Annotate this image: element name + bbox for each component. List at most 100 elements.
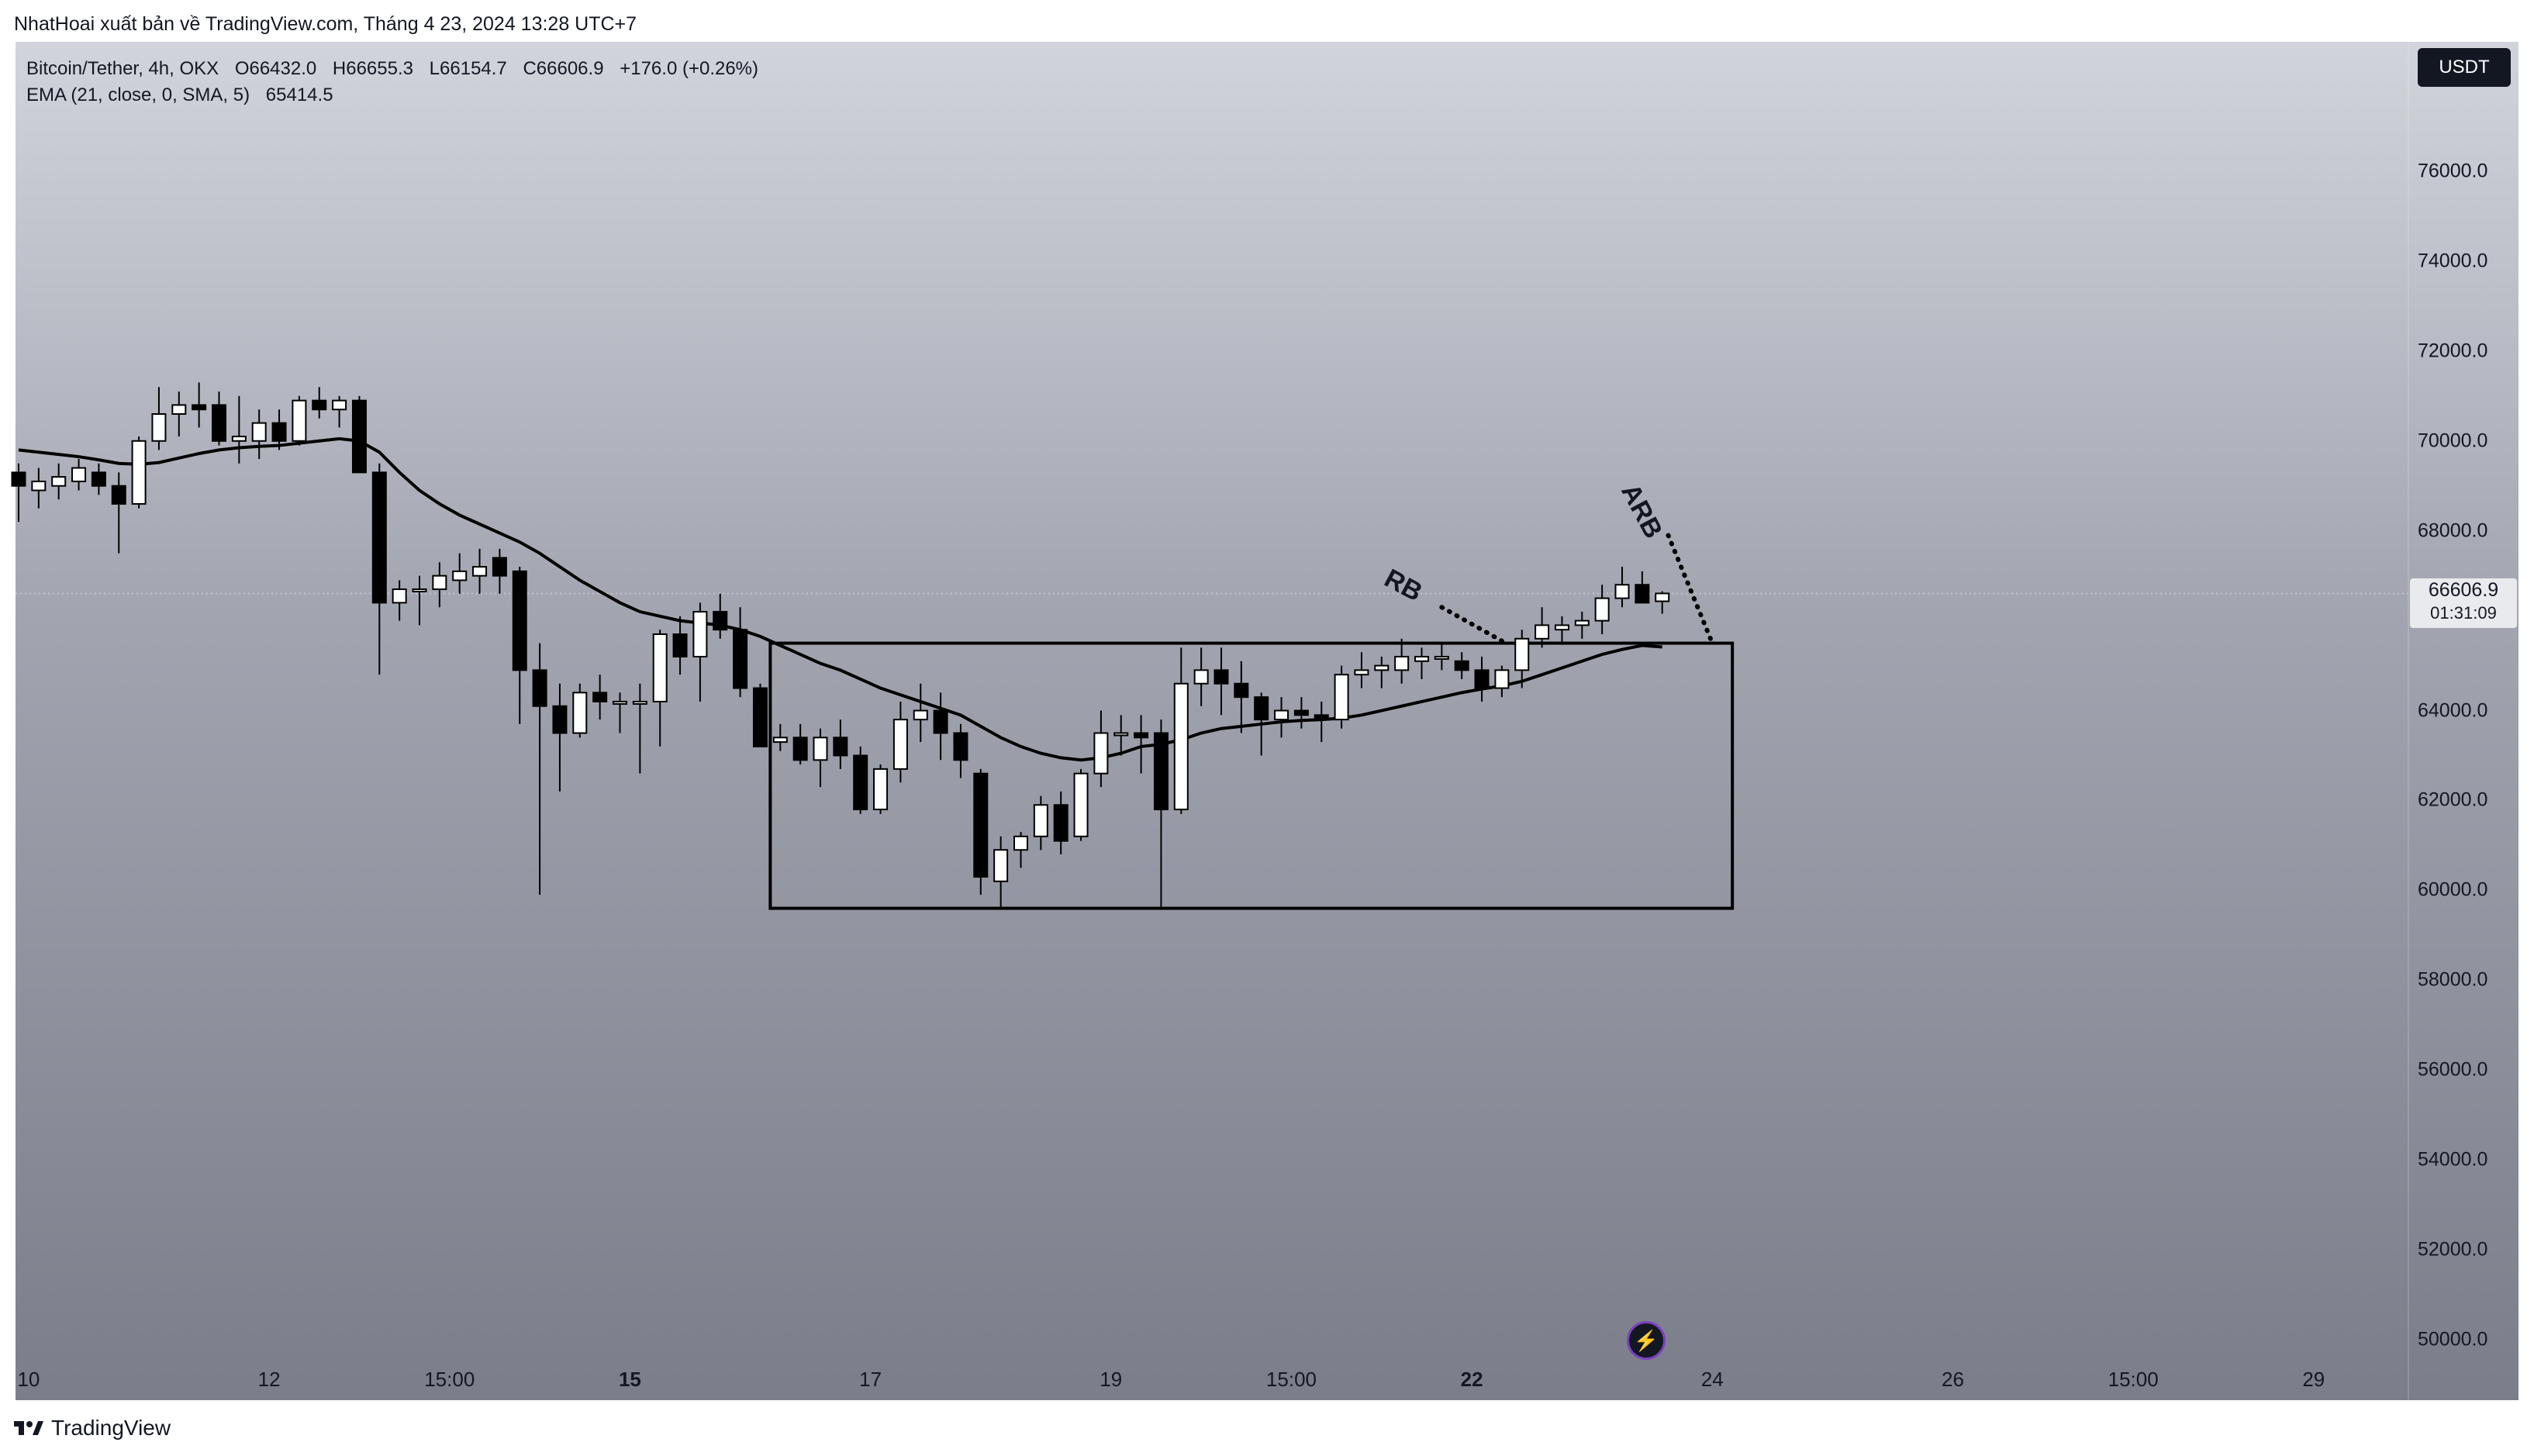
- bull-candle: [772, 737, 788, 744]
- time-tick-label: 26: [1942, 1368, 1964, 1391]
- price-tick-label: 60000.0: [2418, 878, 2488, 901]
- bull-candle: [692, 611, 708, 657]
- price-tick-label: 54000.0: [2418, 1148, 2488, 1171]
- bull-candle: [472, 566, 488, 577]
- bull-candle: [572, 692, 588, 734]
- bull-candle: [71, 467, 87, 482]
- time-tick-label: 17: [859, 1368, 882, 1391]
- bull-candle: [231, 435, 247, 442]
- bear-candle: [853, 754, 868, 811]
- consolidation-range-box: [768, 641, 1735, 910]
- bull-candle: [412, 588, 427, 593]
- bear-candle: [973, 772, 989, 878]
- bull-candle: [1514, 637, 1530, 671]
- bull-candle: [632, 700, 647, 705]
- bull-candle: [892, 719, 908, 770]
- bull-candle: [1354, 669, 1369, 676]
- price-tick-label: 56000.0: [2418, 1058, 2488, 1081]
- price-tick-label: 68000.0: [2418, 519, 2488, 542]
- bull-candle: [392, 588, 407, 604]
- time-tick-label: 22: [1460, 1368, 1483, 1391]
- price-tick-label: 62000.0: [2418, 788, 2488, 811]
- price-tick-label: 74000.0: [2418, 250, 2488, 272]
- tradingview-brand[interactable]: TradingView: [14, 1416, 171, 1440]
- bear-candle: [1213, 669, 1229, 685]
- bull-candle: [813, 737, 828, 761]
- bull-candle: [652, 633, 668, 702]
- legend-low: L66154.7: [429, 58, 507, 79]
- bull-candle: [1193, 669, 1209, 685]
- price-axis-separator: [2408, 42, 2409, 1400]
- bull-candle: [1554, 624, 1569, 631]
- bull-candle: [1494, 669, 1510, 689]
- time-tick-label: 15:00: [2108, 1368, 2159, 1391]
- time-tick-label: 24: [1700, 1368, 1724, 1391]
- ema-line: [18, 436, 1662, 762]
- bear-candle: [11, 471, 26, 487]
- bear-candle: [1454, 660, 1469, 671]
- bull-candle: [1093, 732, 1109, 775]
- currency-badge[interactable]: USDT: [2418, 48, 2511, 87]
- dotted-trend-line: [1439, 605, 1504, 643]
- time-tick-label: 15: [618, 1368, 641, 1391]
- bull-candle: [151, 412, 167, 442]
- legend-symbol[interactable]: Bitcoin/Tether, 4h, OKX: [26, 58, 219, 79]
- bear-candle: [371, 471, 387, 604]
- chart-area[interactable]: [16, 42, 2518, 1400]
- bull-candle: [1394, 655, 1410, 671]
- bull-candle: [332, 399, 347, 411]
- price-tick-label: 52000.0: [2418, 1238, 2488, 1261]
- bull-candle: [913, 709, 928, 721]
- bull-candle: [251, 422, 267, 442]
- bear-candle: [752, 687, 768, 747]
- brand-name: TradingView: [51, 1416, 171, 1440]
- dotted-trend-line: [1666, 533, 1715, 646]
- bear-candle: [1474, 669, 1490, 689]
- bear-candle: [312, 399, 327, 411]
- bull-candle: [1434, 655, 1449, 660]
- bear-candle: [91, 471, 106, 487]
- bear-candle: [1635, 584, 1650, 604]
- chart-legend: Bitcoin/Tether, 4h, OKX O66432.0 H66655.…: [26, 56, 769, 109]
- bull-candle: [1374, 664, 1390, 671]
- publisher-line: NhatHoai xuất bản về TradingView.com, Th…: [14, 13, 637, 35]
- time-tick-label: 15:00: [1265, 1368, 1317, 1391]
- bull-candle: [1414, 655, 1429, 662]
- price-tick-label: 76000.0: [2418, 160, 2488, 182]
- bull-candle: [1113, 732, 1129, 737]
- bull-candle: [1574, 619, 1590, 626]
- bull-candle: [613, 700, 627, 705]
- bear-candle: [792, 737, 808, 761]
- price-tick-label: 64000.0: [2418, 699, 2488, 722]
- bull-candle: [1274, 709, 1289, 721]
- bull-candle: [31, 480, 47, 492]
- bull-candle: [1073, 772, 1089, 837]
- bull-candle: [1013, 835, 1028, 851]
- last-price-value: 66606.9: [2428, 579, 2499, 601]
- bear-candle: [552, 705, 568, 734]
- price-tick-label: 70000.0: [2418, 430, 2488, 452]
- bear-candle: [111, 485, 126, 505]
- bull-candle: [1594, 597, 1610, 622]
- lightning-bolt-icon[interactable]: ⚡: [1627, 1321, 1666, 1360]
- bear-candle: [933, 709, 948, 734]
- price-tick-label: 72000.0: [2418, 340, 2488, 362]
- bull-candle: [452, 570, 468, 581]
- bull-candle: [1614, 584, 1630, 599]
- bear-candle: [733, 629, 748, 689]
- legend-ema-label[interactable]: EMA (21, close, 0, SMA, 5): [26, 85, 250, 105]
- time-tick-label: 15:00: [424, 1368, 475, 1391]
- legend-ema-value: 65414.5: [265, 85, 333, 105]
- legend-change: +176.0 (+0.26%): [620, 58, 759, 79]
- bear-candle: [1293, 709, 1309, 716]
- price-tick-label: 50000.0: [2418, 1328, 2488, 1351]
- bear-candle: [351, 399, 367, 474]
- legend-open: O66432.0: [234, 58, 317, 79]
- tradingview-logo-icon: [14, 1421, 43, 1435]
- bull-candle: [1173, 682, 1189, 811]
- bear-candle: [532, 669, 547, 707]
- bull-candle: [131, 440, 147, 505]
- time-tick-label: 12: [257, 1368, 281, 1391]
- bear-candle: [953, 732, 968, 761]
